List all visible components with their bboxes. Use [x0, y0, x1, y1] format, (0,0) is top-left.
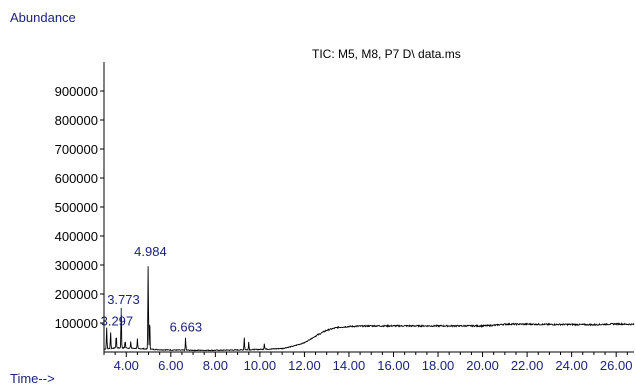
- peak-label: 4.984: [134, 244, 167, 259]
- x-tick-label: 8.00: [203, 358, 228, 373]
- x-tick-label: 24.00: [555, 358, 588, 373]
- y-axis-label: Abundance: [10, 10, 76, 25]
- peak-label: 3.297: [101, 314, 134, 329]
- x-tick-label: 22.00: [511, 358, 544, 373]
- x-tick-label: 16.00: [377, 358, 410, 373]
- y-tick-label: 200000: [55, 287, 98, 302]
- x-ticks: 4.00 6.00 8.00 10.00 12.00 14.00 16.00 18.00 20.…: [103, 352, 633, 373]
- y-tick-label: 700000: [55, 142, 98, 157]
- y-ticks: 100000 200000 300000 400000 500000 600000 7000…: [55, 84, 104, 331]
- y-tick-label: 300000: [55, 258, 98, 273]
- x-tick-label: 10.00: [244, 358, 277, 373]
- x-tick-label: 26.00: [600, 358, 633, 373]
- x-tick-label: 12.00: [288, 358, 321, 373]
- peak-label: 6.663: [170, 320, 203, 335]
- y-tick-label: 800000: [55, 113, 98, 128]
- tic-trace: [103, 266, 635, 352]
- peak-label: 3.773: [107, 292, 140, 307]
- y-tick-label: 900000: [55, 84, 98, 99]
- x-axis-label: Time-->: [10, 371, 55, 386]
- y-tick-label: 400000: [55, 229, 98, 244]
- y-tick-label: 100000: [55, 316, 98, 331]
- peak-labels: 3.297 3.773 4.984 6.663: [101, 244, 203, 334]
- x-tick-label: 18.00: [422, 358, 455, 373]
- x-tick-label: 14.00: [333, 358, 366, 373]
- x-tick-label: 4.00: [114, 358, 139, 373]
- x-tick-label: 6.00: [158, 358, 183, 373]
- y-tick-label: 500000: [55, 200, 98, 215]
- chart-title: TIC: M5, M8, P7 D\ data.ms: [312, 47, 461, 61]
- x-tick-label: 20.00: [466, 358, 499, 373]
- y-tick-label: 600000: [55, 171, 98, 186]
